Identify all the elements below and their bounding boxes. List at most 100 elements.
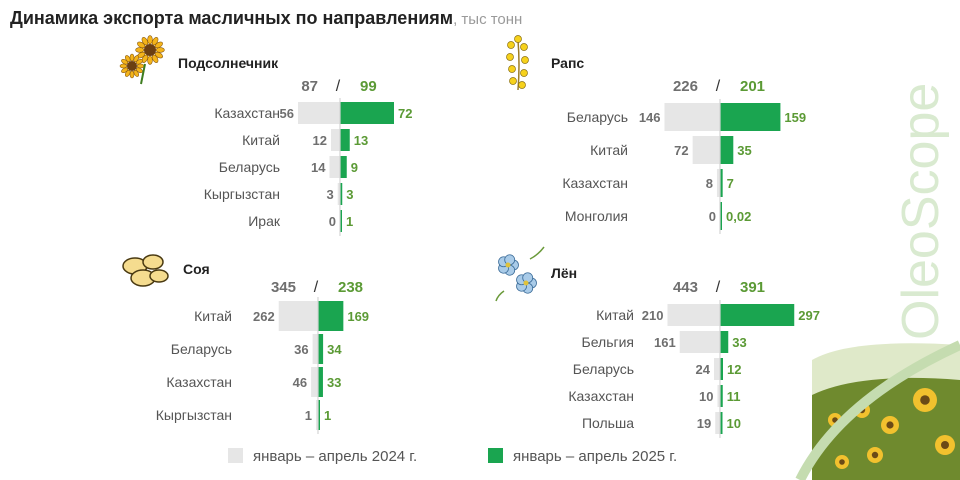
value-label-2025: 9 (351, 160, 358, 175)
rapeseed-icon (506, 35, 529, 91)
chart-panel-2: Соя 345 / 238 Китай 262 169 Беларусь 36 34 Казахст… (122, 254, 369, 434)
sunflower-petal (124, 55, 131, 63)
flax-center (505, 262, 511, 268)
bar-2024 (298, 102, 340, 124)
bar-2025 (720, 358, 723, 380)
category-label: Беларусь (171, 341, 232, 357)
sunflower-icon (119, 35, 165, 85)
sunflower-petal (141, 54, 149, 63)
bar-2024 (715, 412, 720, 434)
value-label-2024: 161 (654, 335, 676, 350)
totals-separator: / (716, 279, 721, 296)
legend-label-2024: январь – апрель 2024 г. (253, 448, 418, 465)
soybean-bean (149, 269, 169, 283)
bar-2025 (720, 412, 723, 434)
value-label-2025: 13 (354, 133, 368, 148)
category-label: Бельгия (582, 334, 634, 350)
soybean-icon (122, 254, 169, 287)
sunflower-stem (140, 63, 146, 85)
category-label: Монголия (565, 208, 628, 224)
bar-2025 (340, 129, 350, 151)
total-2024: 345 (271, 279, 296, 296)
value-label-2025: 35 (737, 143, 751, 158)
category-label: Казахстан (214, 105, 280, 121)
legend-swatch-2024 (228, 448, 243, 463)
rapeseed-flower (514, 35, 522, 43)
category-label: Китай (596, 307, 634, 323)
sunflower-petal (147, 35, 153, 45)
title-unit: , тыс тонн (453, 11, 523, 28)
bar-2024 (679, 331, 720, 353)
bar-2025 (720, 103, 781, 131)
sunflower-petal (141, 37, 149, 46)
rapeseed-flower (506, 53, 514, 61)
brand-logo: OleoScope (892, 83, 950, 340)
value-label-2024: 3 (327, 187, 334, 202)
value-label-2024: 36 (294, 342, 308, 357)
totals-separator: / (314, 279, 319, 296)
rapeseed-flower (508, 65, 516, 73)
value-label-2024: 0 (709, 209, 716, 224)
sunflower-petal (147, 55, 153, 65)
bar-2024 (311, 367, 318, 397)
value-label-2025: 72 (398, 106, 412, 121)
field-photo-arc (795, 340, 960, 480)
category-label: Ирак (248, 213, 281, 229)
sunflower-petal (151, 37, 159, 46)
value-label-2025: 0,02 (726, 209, 751, 224)
flax-icon (495, 246, 545, 302)
value-label-2025: 7 (727, 176, 734, 191)
value-label-2024: 146 (639, 110, 661, 125)
bar-2025 (340, 183, 343, 205)
value-label-2024: 24 (696, 362, 711, 377)
category-label: Китай (194, 308, 232, 324)
bar-2025 (340, 156, 347, 178)
bar-2025 (720, 331, 729, 353)
field-photo (795, 340, 960, 480)
value-label-2024: 210 (642, 308, 664, 323)
chart-panel-1: Рапс 226 / 201 Беларусь 146 159 Китай 72 35 Казахс… (506, 35, 806, 234)
bar-2024 (278, 301, 318, 331)
chart-title: Соя (183, 261, 210, 277)
bar-2025 (318, 334, 324, 364)
value-label-2025: 297 (798, 308, 820, 323)
value-label-2024: 19 (697, 416, 711, 431)
value-label-2025: 159 (784, 110, 806, 125)
bar-2025 (720, 202, 722, 230)
flax-leaf (495, 246, 545, 302)
value-label-2025: 10 (727, 416, 741, 431)
value-label-2025: 3 (346, 187, 353, 202)
legend-label-2025: январь – апрель 2025 г. (513, 448, 678, 465)
category-label: Китай (590, 142, 628, 158)
bar-2024 (329, 156, 340, 178)
sunflower-petal (151, 54, 159, 63)
rapeseed-flower (520, 69, 528, 77)
rapeseed-flower (509, 77, 517, 85)
category-label: Китай (242, 132, 280, 148)
sunflower-petal (154, 41, 163, 49)
category-label: Казахстан (166, 374, 232, 390)
rapeseed-flower (521, 56, 529, 64)
totals-separator: / (716, 78, 721, 95)
rapeseed-stem (517, 39, 520, 91)
flax-center (523, 280, 529, 286)
value-label-2024: 8 (706, 176, 713, 191)
bar-2024 (667, 304, 720, 326)
value-label-2024: 72 (674, 143, 688, 158)
bar-2024 (714, 358, 720, 380)
bar-2025 (340, 102, 394, 124)
rapeseed-flower (507, 41, 515, 49)
total-2025: 238 (338, 279, 363, 296)
value-label-2025: 34 (327, 342, 342, 357)
value-label-2025: 33 (327, 375, 341, 390)
bar-2025 (318, 301, 344, 331)
bar-2025 (720, 136, 734, 164)
field-flower-center-6 (839, 459, 845, 465)
total-2025: 391 (740, 279, 765, 296)
bar-2024 (331, 129, 340, 151)
bar-2024 (717, 385, 720, 407)
legend-item-2024: январь – апрель 2024 г. (228, 448, 417, 465)
totals-separator: / (336, 78, 341, 95)
rapeseed-flower (518, 81, 526, 89)
